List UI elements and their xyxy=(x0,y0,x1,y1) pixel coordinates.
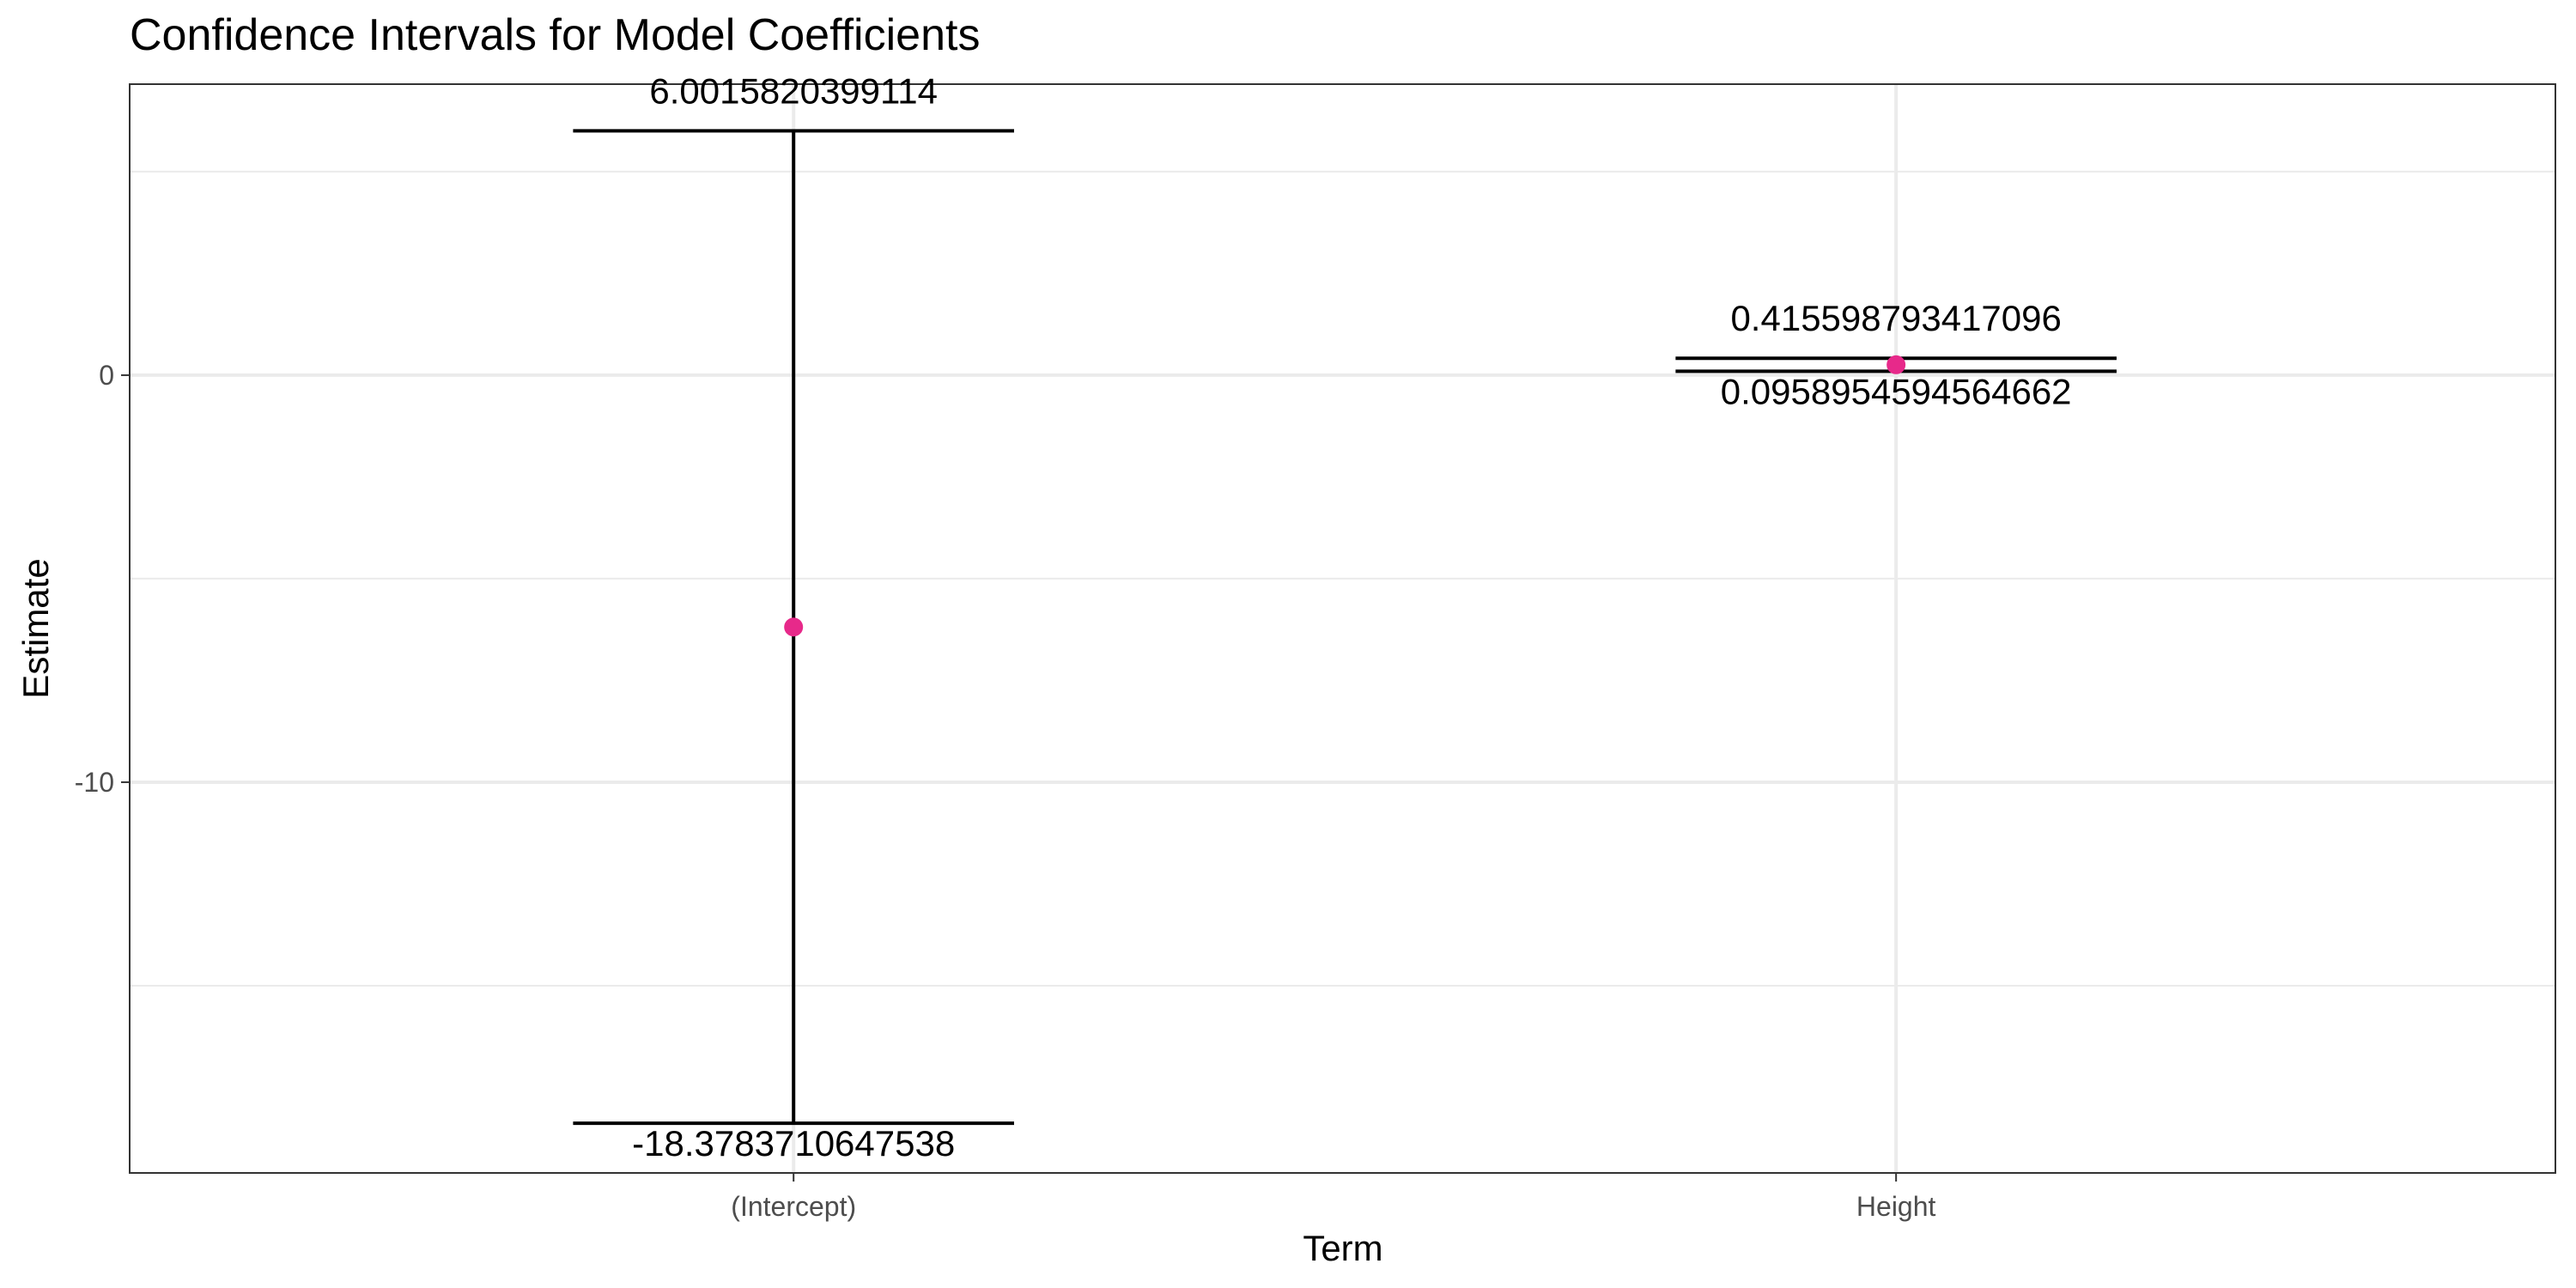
y-tick-label: 0 xyxy=(99,360,114,391)
panel-border xyxy=(129,83,2556,1174)
lower-bound-label: 0.0958954594564662 xyxy=(1721,371,2072,411)
upper-bound-label: 6.0015820399114 xyxy=(649,70,938,111)
upper-bound-label: 0.415598793417096 xyxy=(1730,298,2061,338)
lower-bound-label: -18.3783710647538 xyxy=(632,1123,955,1163)
estimate-point xyxy=(1886,355,1906,374)
y-axis-title: Estimate xyxy=(15,558,56,698)
x-axis-title: Term xyxy=(1303,1228,1382,1268)
y-tick-label: -10 xyxy=(75,767,114,798)
estimate-point xyxy=(784,617,804,637)
x-tick-label: (Intercept) xyxy=(731,1191,856,1222)
x-tick-label: Height xyxy=(1856,1191,1936,1222)
chart-title: Confidence Intervals for Model Coefficie… xyxy=(130,10,980,60)
chart-marks: 6.0015820399114 -18.3783710647538 0.415598… xyxy=(573,70,2117,1163)
plot-panel: 0 -10 (Intercept) Height xyxy=(75,83,2556,1222)
